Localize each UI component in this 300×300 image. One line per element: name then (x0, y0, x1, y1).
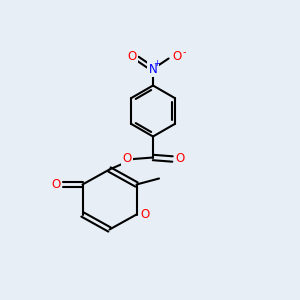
Text: N: N (148, 62, 158, 76)
Text: O: O (140, 208, 149, 221)
Text: O: O (122, 152, 131, 166)
Text: +: + (154, 59, 160, 68)
Text: -: - (182, 47, 186, 57)
Text: O: O (176, 152, 184, 166)
Text: O: O (172, 50, 182, 64)
Text: O: O (51, 178, 60, 191)
Text: O: O (128, 50, 136, 64)
